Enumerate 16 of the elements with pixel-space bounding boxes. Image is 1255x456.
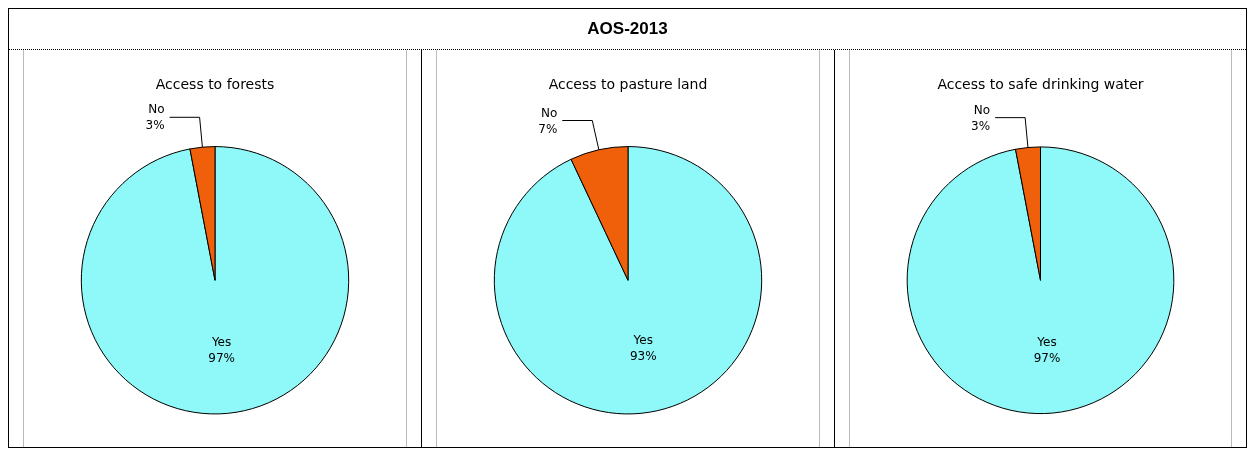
slice-label: Yes <box>632 333 653 348</box>
data-label: 97% <box>208 350 235 365</box>
data-label: 97% <box>1033 350 1061 365</box>
text: AOS-2013 <box>9 9 1246 50</box>
slice-label: Yes <box>1036 334 1057 349</box>
data-label: 3% <box>145 118 165 133</box>
data-label: 93% <box>629 349 657 364</box>
data-label: 3% <box>971 118 991 133</box>
chart-title: Access to pasture land <box>548 76 708 92</box>
slice-label: No <box>540 105 558 120</box>
slice-label: Yes <box>210 334 232 349</box>
data-label: 7% <box>538 121 558 136</box>
chart-title: Access to forests <box>155 76 275 92</box>
slice-label: No <box>148 102 165 117</box>
chart-title: Access to safe drinking water <box>937 76 1144 92</box>
slice-label: No <box>973 102 991 117</box>
